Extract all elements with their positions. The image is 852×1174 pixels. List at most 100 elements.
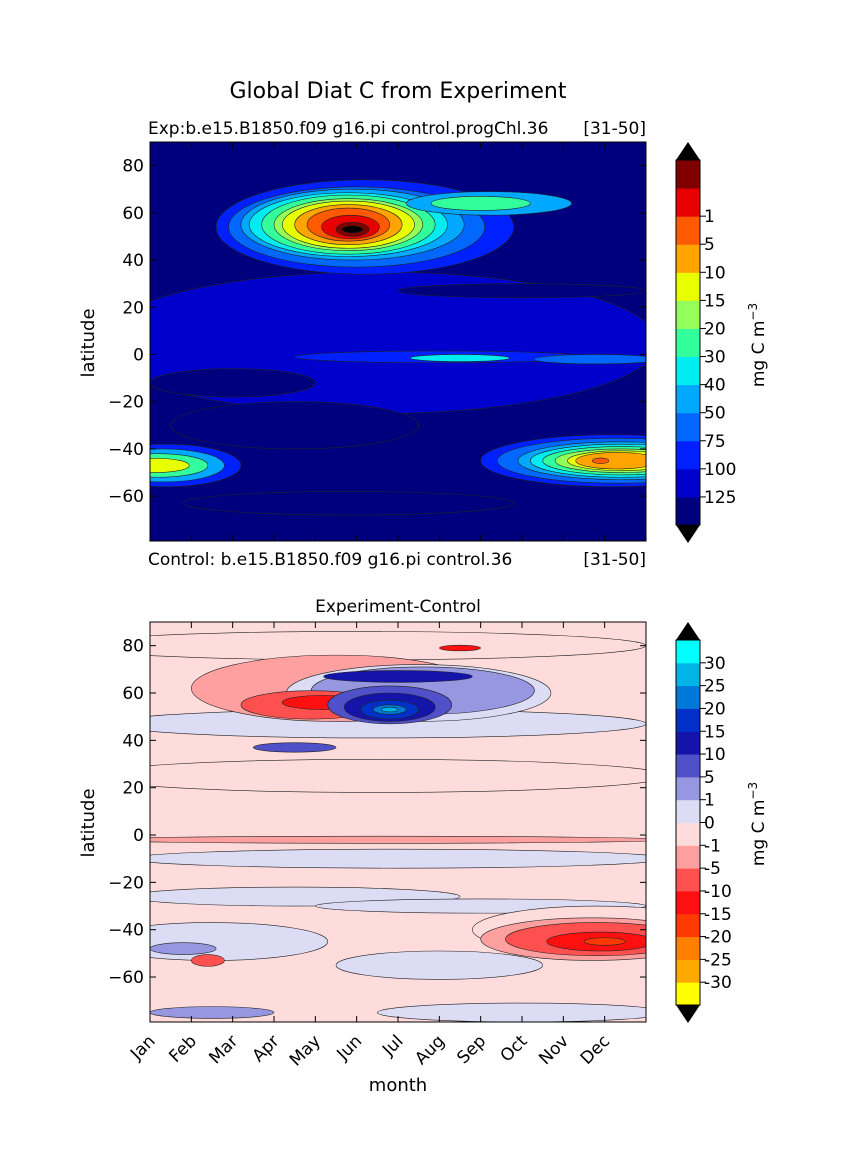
- top-ytick-label: −20: [108, 393, 144, 413]
- bottom-ytick-label: −20: [108, 873, 144, 893]
- top-colorbar-bin: [676, 497, 700, 526]
- bottom-colorbar-title: mg C m−3: [746, 782, 769, 866]
- bottom-colorbar-label: -1: [704, 836, 721, 856]
- bottom-xtick-label: Oct: [497, 1031, 532, 1066]
- top-bottom-left-label: Control: b.e15.B1850.f09 g16.pi control.…: [148, 550, 512, 570]
- bottom-colorbar-label: -30: [704, 973, 732, 993]
- top-y-label: latitude: [78, 308, 99, 377]
- bottom-colorbar-bin: [676, 754, 700, 777]
- bottom-colorbar-label: -10: [704, 882, 732, 902]
- bottom-x-label: month: [369, 1075, 427, 1096]
- bottom-ytick-label: 60: [122, 684, 144, 704]
- bottom-colorbar-bin: [676, 868, 700, 891]
- top-colorbar-label: 75: [704, 432, 726, 452]
- top-colorbar-label: 20: [704, 319, 726, 339]
- top-colorbar: 1510152030405075100125 mg C m−3: [676, 142, 769, 543]
- top-left-title: Exp:b.e15.B1850.f09 g16.pi control.progC…: [148, 119, 548, 139]
- bottom-xtick-label: Jul: [378, 1031, 407, 1060]
- bottom-contour-region: [150, 1007, 274, 1019]
- top-colorbar-bin: [676, 244, 700, 273]
- top-ytick-label: 80: [122, 157, 144, 177]
- bottom-colorbar-bin: [676, 823, 700, 846]
- bottom-colorbar-label: 20: [704, 699, 726, 719]
- top-contour-region: [342, 226, 363, 233]
- bottom-contour-region: [129, 849, 666, 868]
- top-colorbar-bin: [676, 272, 700, 301]
- top-ytick-label: 20: [122, 298, 144, 318]
- bottom-colorbar-label: 30: [704, 654, 726, 674]
- bottom-colorbar-bin: [676, 914, 700, 937]
- bottom-colorbar-label: -25: [704, 950, 732, 970]
- top-colorbar-bin: [676, 441, 700, 470]
- top-ytick-label: −60: [108, 487, 144, 507]
- bottom-contour-region: [88, 759, 667, 792]
- bottom-contour-region: [381, 707, 398, 712]
- top-colorbar-label: 30: [704, 348, 726, 368]
- figure-title: Global Diat C from Experiment: [230, 79, 567, 104]
- bottom-colorbar-label: 25: [704, 677, 726, 697]
- bottom-title: Experiment-Control: [315, 597, 481, 617]
- top-colorbar-bin: [676, 328, 700, 357]
- bottom-ytick-label: 40: [122, 731, 144, 751]
- bottom-xtick-label: May: [286, 1031, 325, 1070]
- bottom-colorbar-bin: [676, 708, 700, 731]
- bottom-xtick-label: Apr: [249, 1031, 284, 1066]
- top-ytick-label: −40: [108, 440, 144, 460]
- top-contour-region: [398, 284, 646, 298]
- top-ytick-label: 60: [122, 204, 144, 224]
- bottom-colorbar-over-arrow: [676, 622, 700, 640]
- bottom-colorbar-bin: [676, 731, 700, 754]
- bottom-colorbar-bin: [676, 845, 700, 868]
- bottom-contour-region: [439, 645, 480, 651]
- top-colorbar-label: 15: [704, 291, 726, 311]
- top-contour-region: [534, 354, 658, 363]
- bottom-colorbar-bins: [676, 640, 700, 1006]
- bottom-colorbar-label: -20: [704, 928, 732, 948]
- bottom-contour-region: [336, 951, 543, 979]
- bottom-colorbar-bin: [676, 937, 700, 960]
- bottom-contour-region: [88, 836, 667, 843]
- top-colorbar-bins: [676, 160, 700, 526]
- bottom-colorbar-under-arrow: [676, 1005, 700, 1023]
- bottom-contour-region: [253, 743, 336, 752]
- top-colorbar-bin: [676, 160, 700, 189]
- top-colorbar-label: 1: [704, 207, 715, 227]
- bottom-contour-region: [324, 671, 473, 683]
- top-ytick-label: 0: [133, 345, 144, 365]
- top-bottom-right-label: [31-50]: [583, 550, 646, 570]
- bottom-xtick-label: Aug: [411, 1031, 449, 1069]
- top-contour-region: [150, 369, 315, 397]
- top-colorbar-bin: [676, 188, 700, 217]
- top-colorbar-label: 10: [704, 263, 726, 283]
- bottom-colorbar-label: 5: [704, 768, 715, 788]
- bottom-plot-area: [67, 622, 720, 1022]
- top-colorbar-bin: [676, 300, 700, 329]
- top-colorbar-label: 125: [704, 488, 736, 508]
- bottom-colorbar-bin: [676, 686, 700, 709]
- top-contour-region: [592, 458, 609, 464]
- bottom-xtick-label: Feb: [165, 1031, 200, 1066]
- top-colorbar-bin: [676, 216, 700, 245]
- bottom-colorbar-label: 10: [704, 745, 726, 765]
- top-panel: Exp:b.e15.B1850.f09 g16.pi control.progC…: [78, 119, 769, 570]
- bottom-contour-region: [150, 943, 216, 955]
- bottom-colorbar-bin: [676, 663, 700, 686]
- bottom-colorbar-label: 0: [704, 814, 715, 834]
- bottom-colorbar-label: 15: [704, 722, 726, 742]
- bottom-xtick-label: Mar: [205, 1031, 242, 1068]
- bottom-y-label: latitude: [78, 788, 99, 857]
- top-colorbar-label: 100: [704, 460, 736, 480]
- bottom-ytick-label: 20: [122, 779, 144, 799]
- bottom-colorbar-bin: [676, 777, 700, 800]
- bottom-contour-region: [584, 938, 625, 946]
- bottom-colorbar-bin: [676, 800, 700, 823]
- bottom-colorbar-label: -15: [704, 905, 732, 925]
- bottom-contour-region: [191, 955, 224, 967]
- figure: Global Diat C from Experiment Exp:b.e15.…: [0, 0, 852, 1174]
- top-right-title: [31-50]: [583, 119, 646, 139]
- top-plot-area: [92, 142, 745, 541]
- bottom-colorbar-bin: [676, 640, 700, 663]
- top-contour-region: [171, 402, 419, 449]
- bottom-ytick-label: 0: [133, 826, 144, 846]
